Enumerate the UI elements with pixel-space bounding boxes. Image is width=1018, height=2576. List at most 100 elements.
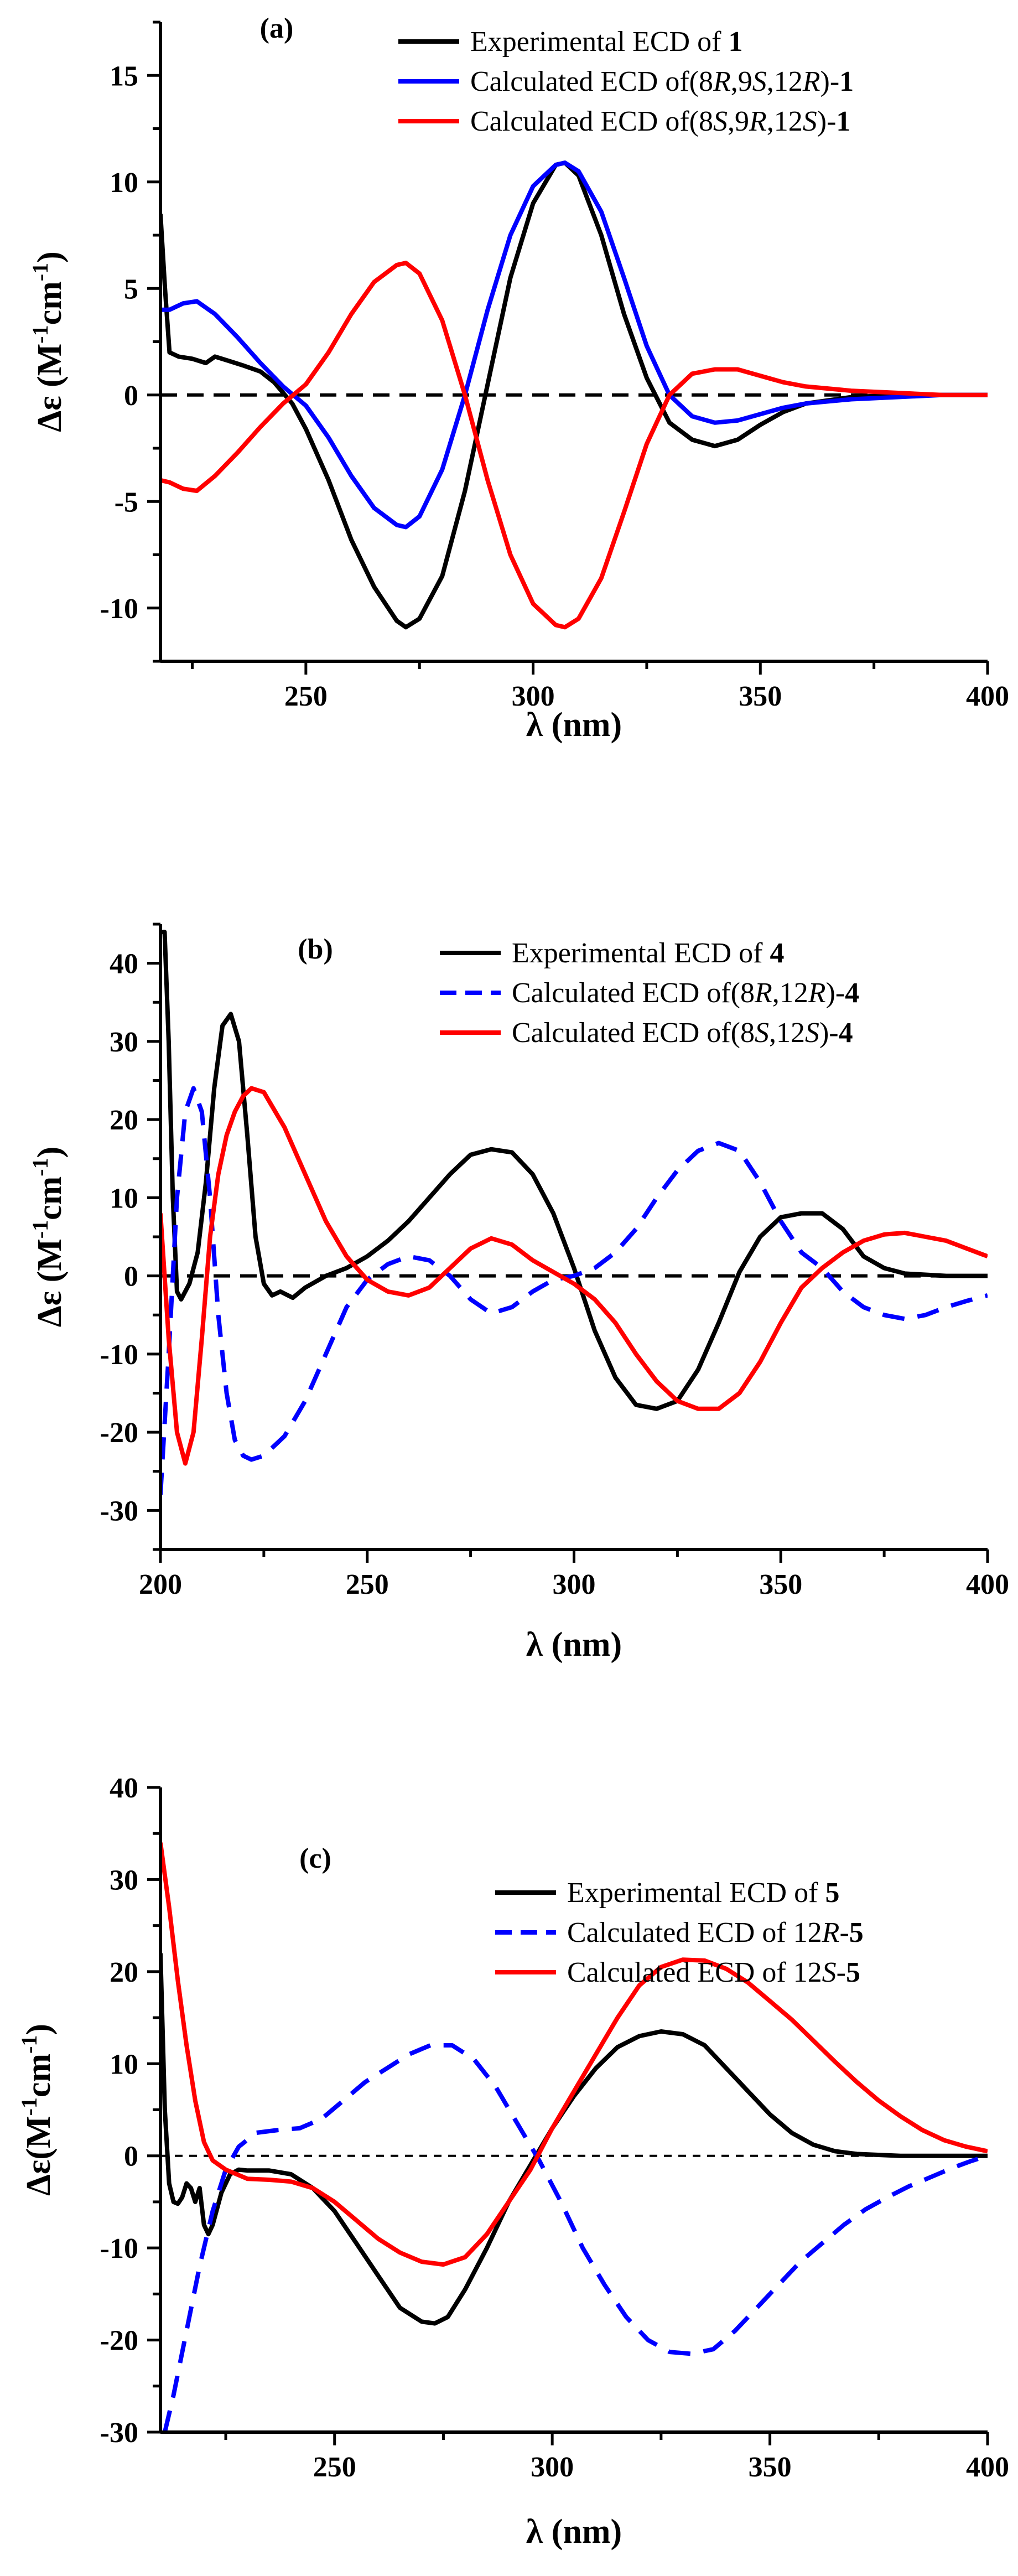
y-axis-title-part: ) [20, 2024, 58, 2035]
y-tick-label: -10 [100, 1339, 138, 1371]
legend-text-part: )- [819, 1017, 839, 1049]
legend-entry-3: Calculated ECD of 12S-5 [567, 1957, 860, 1988]
legend-entry-1: Experimental ECD of 4 [512, 937, 784, 969]
legend-text-part: 5 [846, 1957, 860, 1988]
y-axis-title-part: -1 [28, 325, 53, 343]
series-line-2 [160, 160, 988, 530]
legend-text-part: )- [817, 106, 837, 137]
y-tick-label: -30 [100, 2417, 138, 2449]
x-tick-label: 400 [966, 681, 1009, 712]
legend-text-part: 1 [836, 106, 850, 137]
y-tick-label: -20 [100, 2325, 138, 2357]
legend-text-part: R [754, 977, 772, 1009]
x-axis-title: λ (nm) [526, 2513, 622, 2551]
panel-label: (a) [260, 13, 294, 44]
x-tick-label: 200 [139, 1569, 182, 1600]
x-axis-title: λ (nm) [526, 706, 622, 744]
legend-text-part: R [749, 106, 767, 137]
y-axis-title-part: cm [20, 2054, 58, 2097]
y-tick-label: 15 [110, 60, 138, 92]
legend-text-part: S [803, 106, 817, 137]
y-axis-title-part: -1 [28, 263, 53, 281]
y-tick-label: 5 [124, 273, 138, 305]
plot-area [160, 930, 988, 1495]
series-line-1 [160, 1953, 988, 2326]
x-tick-label: 400 [966, 1569, 1009, 1600]
legend-entry-2: Calculated ECD of(8R,9S,12R)-1 [470, 66, 854, 97]
y-axis-title-part: cm [31, 1176, 69, 1220]
legend-text-part: S [822, 1957, 837, 1988]
x-axis-title: λ (nm) [526, 1626, 622, 1663]
y-tick-label: 0 [124, 1261, 138, 1293]
y-axis-title-part: Δε(M [20, 2116, 58, 2196]
legend-text-part: R [713, 66, 731, 97]
y-tick-label: 0 [124, 2141, 138, 2173]
legend-text-part: 5 [849, 1917, 864, 1948]
x-tick-label: 350 [759, 1569, 802, 1600]
legend-text-part: - [839, 1917, 849, 1948]
legend-text-part: S [805, 1017, 819, 1049]
y-tick-label: 20 [110, 1957, 138, 1988]
legend-text-part: )- [820, 66, 840, 97]
legend-text-part: Experimental ECD of [567, 1877, 825, 1909]
series-line-3 [160, 1086, 988, 1466]
y-tick-label: 10 [110, 167, 138, 199]
legend-text-part: Experimental ECD of [470, 26, 728, 58]
legend-text-part: 4 [839, 1017, 853, 1049]
y-axis-title-part: -1 [17, 2097, 41, 2116]
legend-entry-3: Calculated ECD of(8S,9R,12S)-1 [470, 106, 850, 137]
legend-text-part: Calculated ECD of(8 [470, 106, 713, 137]
y-tick-label: 40 [110, 948, 138, 980]
legend-text-part: R [808, 977, 826, 1009]
series-line-2 [163, 2043, 988, 2432]
legend-text-part: )- [826, 977, 845, 1009]
x-tick-label: 300 [553, 1569, 596, 1600]
legend-text-part: ,9 [728, 106, 749, 137]
legend-text-part: Calculated ECD of(8 [470, 66, 713, 97]
y-tick-label: -5 [115, 486, 138, 518]
chart-panel-3: 250 300 350 400 -30 -20 -10 0 10 20 30 40 λ (nm) Δε(M… [17, 1772, 1009, 2551]
y-axis-title-part: ) [31, 1147, 69, 1158]
y-tick-label: -30 [100, 1495, 138, 1527]
y-tick-label: 30 [110, 1027, 138, 1058]
plot-area [160, 160, 988, 630]
y-tick-label: 40 [110, 1772, 138, 1804]
legend-text-part: Calculated ECD of(8 [512, 977, 755, 1009]
plot-area [160, 1842, 988, 2432]
y-axis-title-part: Δε (M [31, 1238, 69, 1327]
chart-panel-2: 200 250 300 350 400 -30 -20 -10 0 10 20 30 40 λ (nm) Δ… [28, 922, 1009, 1663]
legend: Experimental ECD of 4 Calculated ECD of(8… [440, 937, 859, 1049]
legend-text-part: Calculated ECD of 12 [567, 1917, 822, 1948]
y-axis-title-part: -1 [28, 1158, 53, 1176]
x-tick-label: 300 [531, 2451, 574, 2483]
legend-text-part: R [802, 66, 820, 97]
x-tick-label: 400 [966, 2451, 1009, 2483]
x-tick-label: 250 [284, 681, 328, 712]
y-axis-title: Δε(M-1cm-1) [17, 2024, 58, 2196]
y-tick-label: 20 [110, 1105, 138, 1136]
legend-text-part: S [713, 106, 728, 137]
y-tick-label: 0 [124, 380, 138, 412]
legend-text-part: R [822, 1917, 840, 1948]
series-line-1 [160, 930, 988, 1411]
legend-text-part: 4 [770, 937, 784, 969]
panel-label: (c) [299, 1843, 331, 1874]
panel-label: (b) [298, 934, 333, 965]
legend-entry-1: Experimental ECD of 5 [567, 1877, 839, 1909]
legend-text-part: 1 [839, 66, 854, 97]
y-axis-title-part: -1 [17, 2035, 41, 2054]
y-tick-label: -20 [100, 1417, 138, 1449]
y-axis-title: Δε (M-1cm-1) [28, 251, 69, 432]
legend-text-part: 4 [845, 977, 859, 1009]
legend-text-part: ,12 [769, 1017, 805, 1049]
series-line-3 [160, 261, 988, 630]
y-axis-title: Δε (M-1cm-1) [28, 1147, 69, 1328]
series-line-3 [160, 1842, 988, 2267]
y-tick-label: 30 [110, 1864, 138, 1896]
legend-text-part: Calculated ECD of 12 [567, 1957, 822, 1988]
x-tick-label: 250 [313, 2451, 356, 2483]
